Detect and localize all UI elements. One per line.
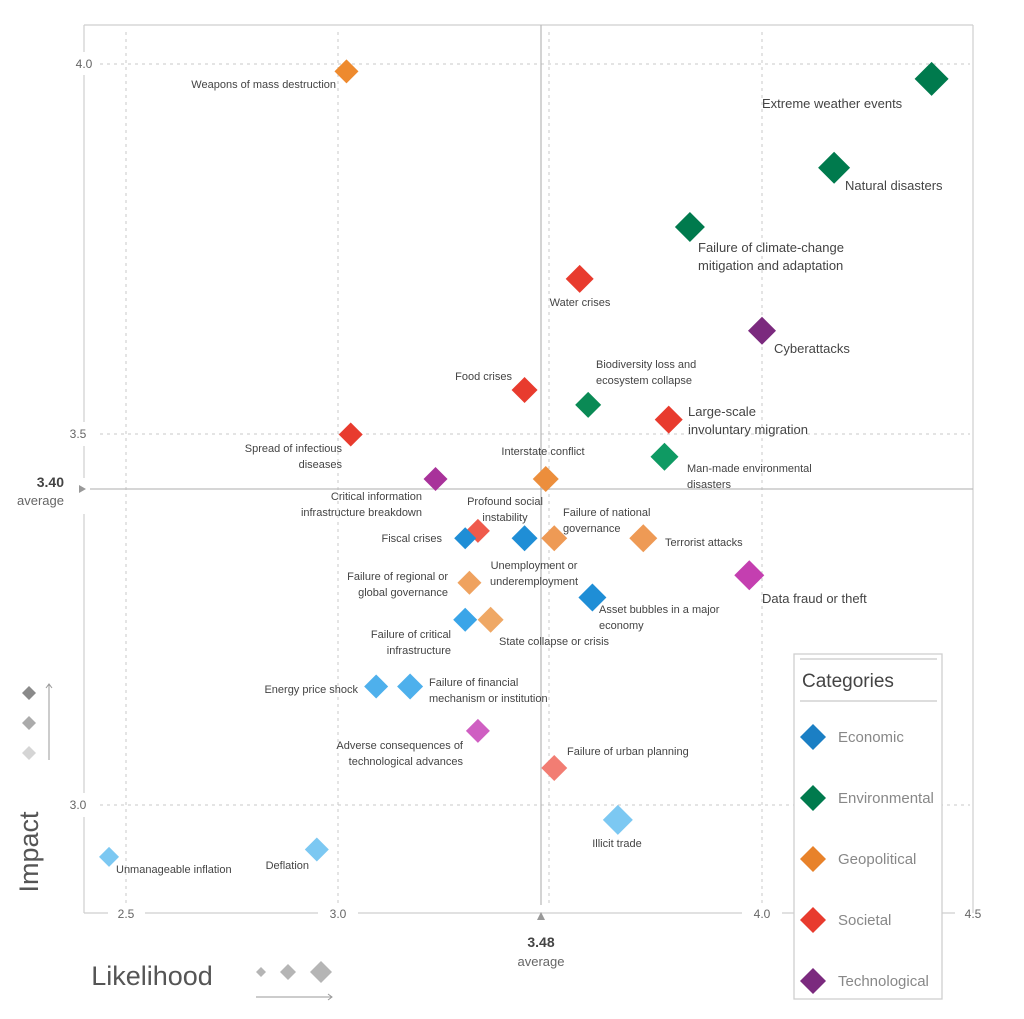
y-tick: 4.0 (76, 57, 93, 71)
data-label: Unemployment or underemployment (490, 560, 578, 588)
x-tick: 3.0 (330, 907, 347, 921)
size-key-medium-diamond (280, 964, 296, 980)
data-label: State collapse or crisis (499, 636, 610, 648)
impact-arrow-head (45, 683, 53, 689)
data-label: Critical information infrastructure break… (301, 491, 422, 519)
data-point-critical-information-infrastructure-breakdown[interactable] (423, 466, 448, 491)
legend-label[interactable]: Technological (838, 973, 929, 990)
x-tick: 4.5 (965, 907, 982, 921)
y-tick: 3.0 (70, 798, 87, 812)
x-tick: 2.5 (118, 907, 135, 921)
data-point-terrorist-attacks[interactable] (629, 524, 658, 553)
data-label: Illicit trade (592, 838, 642, 850)
legend-title: Categories (802, 671, 894, 692)
data-label: Profound social instability (467, 496, 543, 524)
data-label: Data fraud or theft (762, 591, 867, 606)
data-point-state-collapse-or-crisis[interactable] (477, 606, 504, 633)
data-labels: Weapons of mass destruction Extreme weath… (116, 79, 943, 876)
data-label: Water crises (550, 297, 611, 309)
data-label: Terrorist attacks (665, 537, 743, 549)
data-label: Interstate conflict (501, 446, 584, 458)
data-point-food-crises[interactable] (511, 377, 538, 404)
average-marker-likelihood (537, 912, 545, 920)
legend: Categories Economic Environmental Geopolit… (793, 653, 943, 1000)
data-point-deflation[interactable] (304, 837, 329, 862)
legend-marker-economic (800, 724, 826, 750)
data-point-energy-price-shock[interactable] (364, 674, 389, 699)
data-label: Cyberattacks (774, 341, 850, 356)
data-point-spread-of-infectious-diseases[interactable] (338, 422, 363, 447)
data-point-unmanageable-inflation[interactable] (99, 846, 120, 867)
legend-box (793, 653, 943, 1000)
legend-marker-technological (800, 968, 826, 994)
data-point-failure-of-regional-or-global-governance[interactable] (457, 570, 482, 595)
data-label: Food crises (455, 371, 512, 383)
data-point-illicit-trade[interactable] (602, 804, 633, 835)
data-label: Spread of infectious diseases (245, 443, 343, 471)
data-point-interstate-conflict[interactable] (532, 465, 559, 492)
legend-label[interactable]: Geopolitical (838, 851, 916, 868)
data-label: Failure of regional or global governance (347, 571, 448, 599)
legend-marker-geopolitical (800, 846, 826, 872)
data-point-biodiversity-loss-and-ecosystem-collapse[interactable] (575, 391, 602, 418)
legend-marker-societal (800, 907, 826, 933)
data-point-data-fraud-or-theft[interactable] (734, 560, 765, 591)
data-point-asset-bubbles-in-a-major-economy[interactable] (578, 583, 607, 612)
data-point-fiscal-crises[interactable] (454, 527, 477, 550)
x-axis-title: Likelihood (91, 961, 213, 991)
average-likelihood-value: 3.48 (527, 934, 554, 950)
y-axis-title: Impact (14, 811, 44, 893)
data-point-man-made-environmental-disasters[interactable] (650, 442, 679, 471)
data-label: Man-made environmental disasters (687, 463, 812, 491)
data-label: Deflation (266, 860, 309, 872)
x-tick: 4.0 (754, 907, 771, 921)
data-point-failure-of-climate-change-mitigation-and-adaptation[interactable] (674, 212, 705, 243)
data-point-extreme-weather-events[interactable] (914, 61, 949, 96)
likelihood-arrow-head (327, 993, 333, 1001)
data-label: Unmanageable inflation (116, 864, 232, 876)
data-label: Asset bubbles in a major economy (599, 604, 720, 632)
data-point-large-scale-involuntary-migration[interactable] (654, 405, 683, 434)
data-label: Extreme weather events (762, 96, 903, 111)
shade-key-light-diamond (22, 746, 36, 760)
data-point-failure-of-urban-planning[interactable] (541, 754, 568, 781)
size-key-large-diamond (310, 961, 332, 983)
data-label: Fiscal crises (381, 533, 442, 545)
data-point-failure-of-national-governance[interactable] (541, 525, 568, 552)
legend-marker-environmental (800, 785, 826, 811)
shade-key-dark-diamond (22, 686, 36, 700)
shade-key-medium-diamond (22, 716, 36, 730)
data-label: Large-scale involuntary migration (688, 404, 808, 437)
average-marker-impact (79, 485, 86, 493)
data-point-weapons-of-mass-destruction[interactable] (334, 59, 359, 84)
average-likelihood-label: average (518, 954, 565, 969)
data-point-failure-of-financial-mechanism-or-institution[interactable] (397, 673, 424, 700)
data-point-natural-disasters[interactable] (818, 151, 851, 184)
data-point-unemployment-or-underemployment[interactable] (511, 525, 538, 552)
average-impact-label: average (17, 493, 64, 508)
size-key-small-diamond (256, 967, 266, 977)
data-label: Biodiversity loss and ecosystem collapse (596, 359, 696, 387)
data-point-cyberattacks[interactable] (748, 316, 776, 345)
data-label: Failure of financial mechanism or institu… (429, 677, 548, 705)
data-label: Failure of critical infrastructure (371, 629, 451, 657)
legend-label[interactable]: Economic (838, 729, 904, 746)
data-label: Failure of climate-change mitigation and … (698, 240, 844, 273)
data-label: Failure of national governance (563, 507, 650, 535)
legend-label[interactable]: Societal (838, 912, 891, 929)
y-tick: 3.5 (70, 427, 87, 441)
legend-label[interactable]: Environmental (838, 790, 934, 807)
data-points (99, 59, 949, 867)
data-point-adverse-consequences-of-technological-advances[interactable] (465, 718, 490, 743)
data-label: Failure of urban planning (567, 746, 689, 758)
data-label: Adverse consequences of technological adv… (336, 740, 464, 768)
data-label: Weapons of mass destruction (191, 79, 336, 91)
data-label: Natural disasters (845, 178, 943, 193)
data-point-failure-of-critical-infrastructure[interactable] (453, 607, 478, 632)
data-point-water-crises[interactable] (565, 264, 594, 293)
average-impact-value: 3.40 (37, 474, 64, 490)
data-label: Energy price shock (264, 684, 358, 696)
